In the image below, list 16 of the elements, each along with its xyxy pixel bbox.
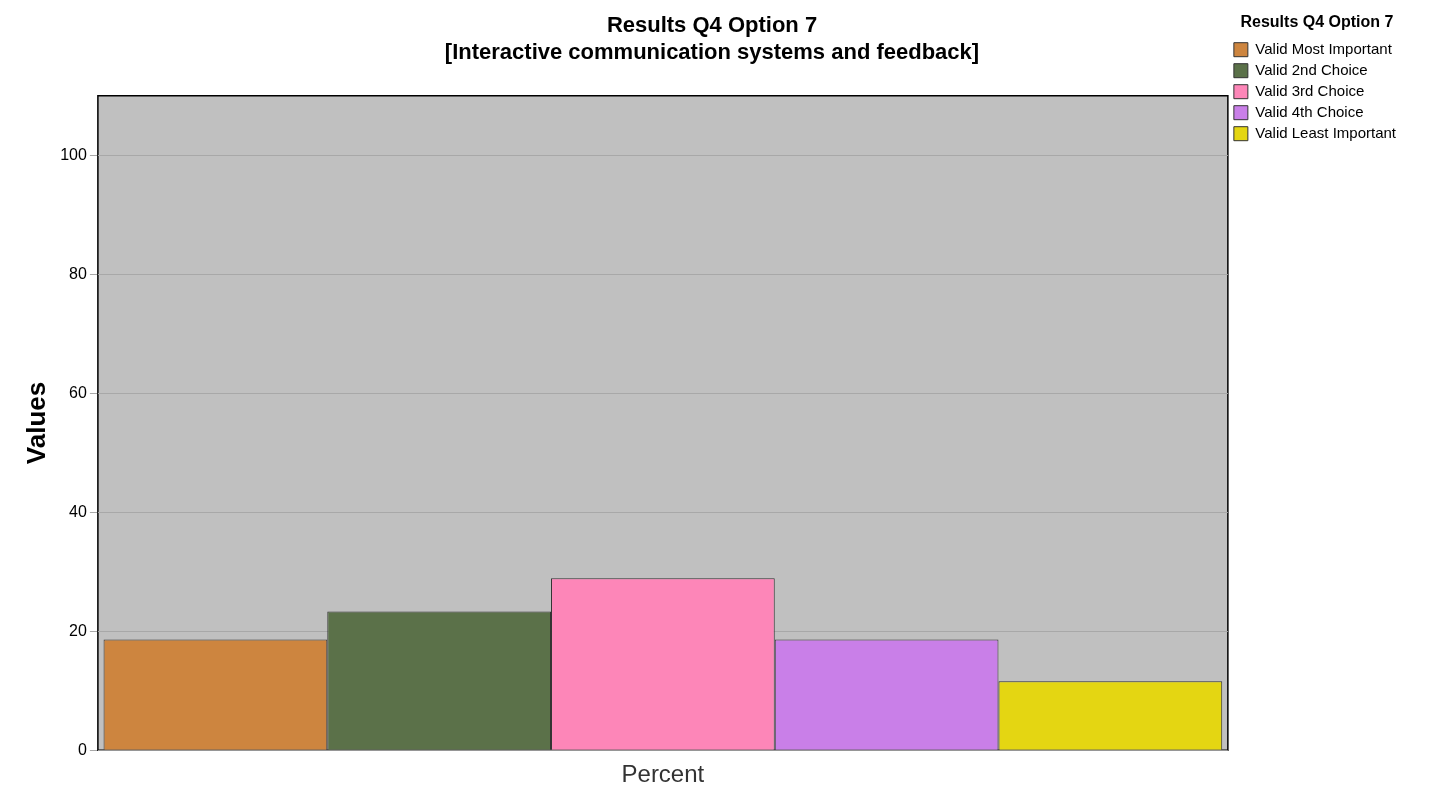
y-tick-label: 0 xyxy=(77,740,87,758)
y-tick-label: 100 xyxy=(60,145,87,163)
y-tick-label: 60 xyxy=(69,383,87,401)
y-tick-label: 20 xyxy=(69,621,87,639)
y-axis-title: Values xyxy=(20,381,51,465)
legend-label: Valid 2nd Choice xyxy=(1255,60,1368,78)
legend-title: Results Q4 Option 7 xyxy=(1240,13,1394,31)
y-tick-label: 80 xyxy=(69,264,87,282)
chart-subtitle: [Interactive communication systems and feedback] xyxy=(444,38,980,64)
legend-label: Valid 3rd Choice xyxy=(1255,81,1365,99)
legend-label: Valid Least Important xyxy=(1255,123,1397,141)
chart-title: Results Q4 Option 7 xyxy=(606,12,818,38)
legend-label: Valid Most Important xyxy=(1255,39,1393,57)
legend-label: Valid 4th Choice xyxy=(1255,102,1364,120)
x-tick-label: Percent xyxy=(621,760,705,788)
y-tick-label: 40 xyxy=(69,502,87,520)
